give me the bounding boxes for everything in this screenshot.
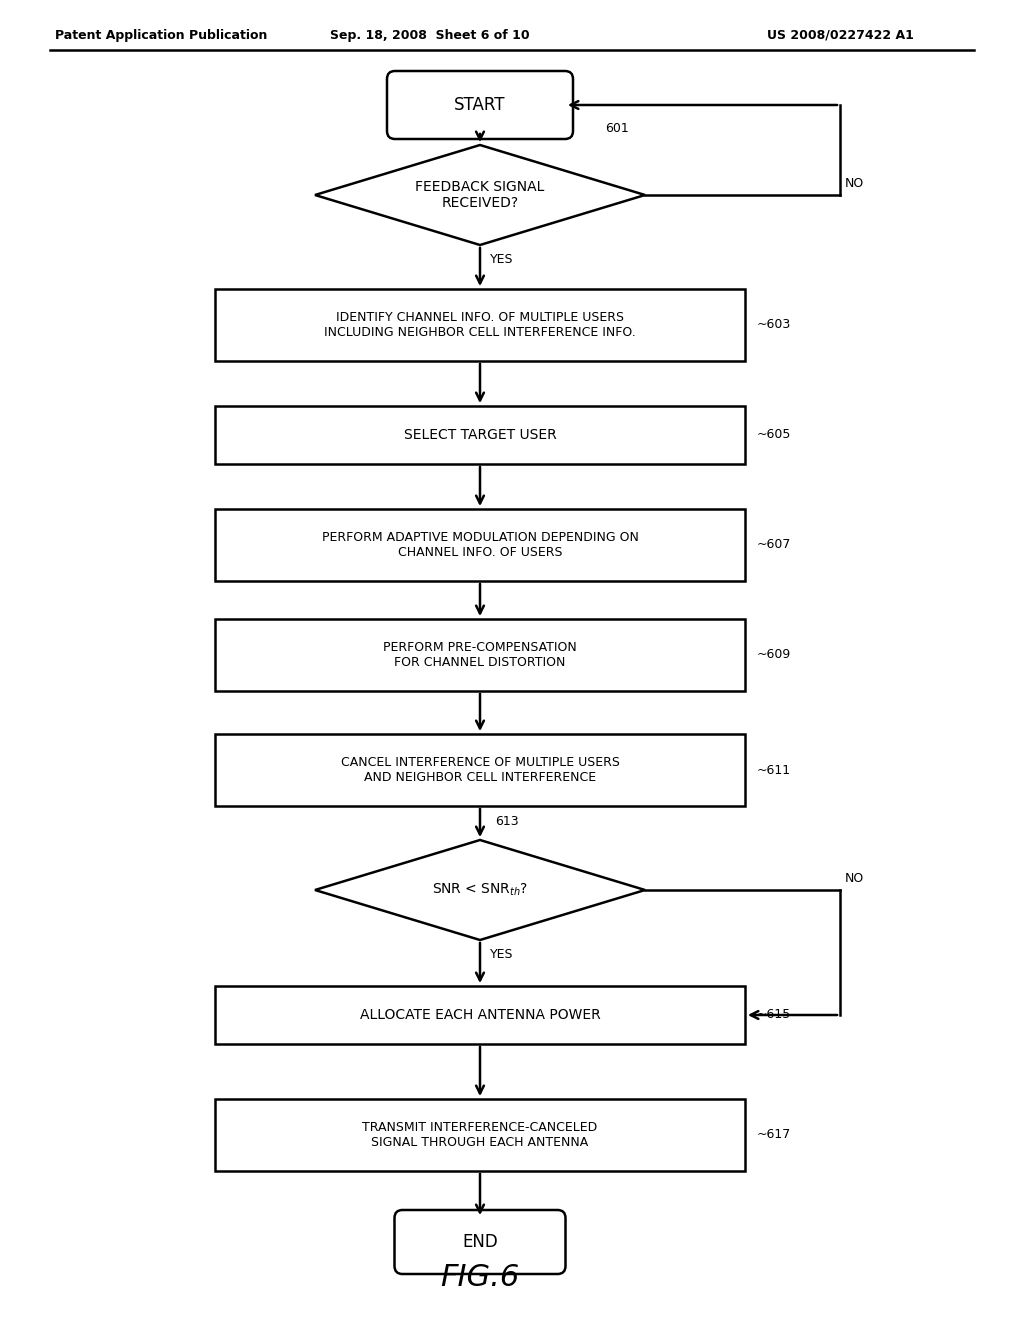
Text: END: END: [462, 1233, 498, 1251]
FancyBboxPatch shape: [394, 1210, 565, 1274]
Bar: [215, 734, 745, 807]
Bar: [215, 986, 745, 1044]
Text: FIG.6: FIG.6: [440, 1263, 519, 1292]
Text: START: START: [455, 96, 506, 114]
Polygon shape: [315, 145, 645, 246]
Bar: [215, 1100, 745, 1171]
Bar: [215, 289, 745, 360]
Text: Patent Application Publication: Patent Application Publication: [55, 29, 267, 41]
Text: ~607: ~607: [757, 539, 792, 552]
Text: IDENTIFY CHANNEL INFO. OF MULTIPLE USERS
INCLUDING NEIGHBOR CELL INTERFERENCE IN: IDENTIFY CHANNEL INFO. OF MULTIPLE USERS…: [325, 312, 636, 339]
Text: ~611: ~611: [757, 763, 792, 776]
Bar: [215, 619, 745, 690]
Text: ~603: ~603: [757, 318, 792, 331]
Text: CANCEL INTERFERENCE OF MULTIPLE USERS
AND NEIGHBOR CELL INTERFERENCE: CANCEL INTERFERENCE OF MULTIPLE USERS AN…: [341, 756, 620, 784]
Bar: [215, 510, 745, 581]
Text: ~615: ~615: [757, 1008, 792, 1022]
FancyBboxPatch shape: [387, 71, 573, 139]
Text: 613: 613: [495, 814, 518, 828]
Bar: [215, 407, 745, 465]
Text: SELECT TARGET USER: SELECT TARGET USER: [403, 428, 556, 442]
Text: ~609: ~609: [757, 648, 792, 661]
Text: YES: YES: [490, 253, 513, 267]
Text: ALLOCATE EACH ANTENNA POWER: ALLOCATE EACH ANTENNA POWER: [359, 1008, 600, 1022]
Text: TRANSMIT INTERFERENCE-CANCELED
SIGNAL THROUGH EACH ANTENNA: TRANSMIT INTERFERENCE-CANCELED SIGNAL TH…: [362, 1121, 598, 1148]
Text: NO: NO: [845, 873, 864, 884]
Text: FEEDBACK SIGNAL
RECEIVED?: FEEDBACK SIGNAL RECEIVED?: [416, 180, 545, 210]
Text: YES: YES: [490, 948, 513, 961]
Text: Sep. 18, 2008  Sheet 6 of 10: Sep. 18, 2008 Sheet 6 of 10: [330, 29, 529, 41]
Text: NO: NO: [845, 177, 864, 190]
Text: SNR < SNR$_{th}$?: SNR < SNR$_{th}$?: [432, 882, 528, 898]
Text: US 2008/0227422 A1: US 2008/0227422 A1: [767, 29, 913, 41]
Text: PERFORM ADAPTIVE MODULATION DEPENDING ON
CHANNEL INFO. OF USERS: PERFORM ADAPTIVE MODULATION DEPENDING ON…: [322, 531, 638, 558]
Text: 601: 601: [605, 121, 629, 135]
Text: PERFORM PRE-COMPENSATION
FOR CHANNEL DISTORTION: PERFORM PRE-COMPENSATION FOR CHANNEL DIS…: [383, 642, 577, 669]
Text: ~605: ~605: [757, 429, 792, 441]
Polygon shape: [315, 840, 645, 940]
Text: ~617: ~617: [757, 1129, 792, 1142]
